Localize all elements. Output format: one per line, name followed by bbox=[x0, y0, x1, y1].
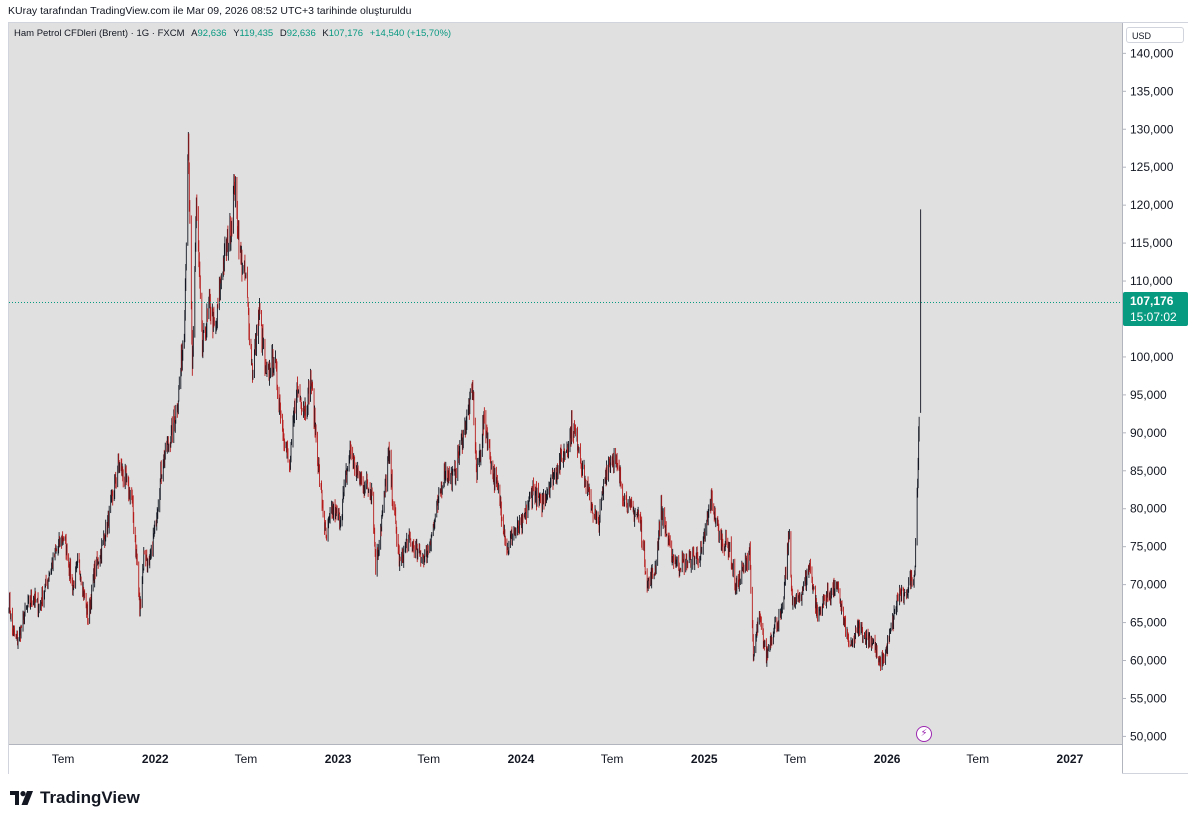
brand-name: TradingView bbox=[40, 788, 140, 807]
y-tick-label: 130,000 bbox=[1130, 122, 1174, 136]
price-axis[interactable] bbox=[1122, 23, 1188, 773]
y-tick-label: 85,000 bbox=[1130, 464, 1167, 478]
legend-low-value: 92,636 bbox=[286, 28, 316, 39]
y-tick-label: 70,000 bbox=[1130, 578, 1167, 592]
x-tick-label: Tem bbox=[601, 752, 624, 766]
last-price-label: 107,176 15:07:02 bbox=[1123, 292, 1188, 327]
x-tick-label: Tem bbox=[417, 752, 440, 766]
x-tick-label: Tem bbox=[235, 752, 258, 766]
legend-open-label: A bbox=[191, 28, 198, 39]
legend-close-label: K bbox=[322, 28, 329, 39]
x-tick-label: 2026 bbox=[874, 752, 901, 766]
tradingview-logo[interactable]: TradingView bbox=[10, 788, 140, 808]
legend-high-label: Y bbox=[233, 28, 240, 39]
y-tick-label: 115,000 bbox=[1130, 236, 1173, 250]
y-tick-label: 110,000 bbox=[1130, 274, 1173, 288]
time-axis[interactable] bbox=[9, 744, 1122, 774]
y-tick-label: 140,000 bbox=[1130, 46, 1174, 60]
chart-legend: Ham Petrol CFDleri (Brent) · 1G · FXCM A… bbox=[14, 28, 451, 39]
y-tick-label: 90,000 bbox=[1130, 426, 1167, 440]
legend-low-label: D bbox=[279, 28, 287, 39]
x-tick-label: Tem bbox=[784, 752, 807, 766]
y-tick-label: 125,000 bbox=[1130, 160, 1174, 174]
x-tick-label: 2024 bbox=[508, 752, 535, 766]
x-tick-label: 2022 bbox=[142, 752, 169, 766]
y-tick-label: 120,000 bbox=[1130, 198, 1174, 212]
y-tick-label: 55,000 bbox=[1130, 691, 1167, 705]
legend-open-value: 92,636 bbox=[197, 28, 227, 39]
x-tick-label: Tem bbox=[52, 752, 75, 766]
x-tick-label: 2027 bbox=[1057, 752, 1084, 766]
candles-group bbox=[8, 131, 922, 672]
legend-close-value: 107,176 bbox=[328, 28, 364, 39]
legend-change: +14,540 (+15,70%) bbox=[369, 28, 452, 39]
y-tick-label: 60,000 bbox=[1130, 654, 1167, 668]
plot-area[interactable] bbox=[9, 23, 1122, 744]
y-tick-label: 75,000 bbox=[1130, 540, 1167, 554]
legend-symbol: Ham Petrol CFDleri (Brent) · 1G · FXCM bbox=[14, 28, 185, 39]
last-price-value: 107,176 bbox=[1130, 294, 1174, 309]
legend-high-value: 119,435 bbox=[239, 28, 274, 39]
y-tick-label: 100,000 bbox=[1130, 350, 1174, 364]
y-tick-label: 95,000 bbox=[1130, 388, 1167, 402]
currency-selector[interactable]: USD bbox=[1126, 27, 1184, 43]
x-tick-label: Tem bbox=[966, 752, 989, 766]
y-tick-label: 135,000 bbox=[1130, 84, 1174, 98]
x-tick-label: 2025 bbox=[691, 752, 718, 766]
y-tick-label: 65,000 bbox=[1130, 616, 1167, 630]
y-tick-label: 50,000 bbox=[1130, 729, 1167, 743]
y-tick-label: 80,000 bbox=[1130, 502, 1167, 516]
chart-caption: KUray tarafından TradingView.com ile Mar… bbox=[8, 5, 412, 17]
x-tick-label: 2023 bbox=[325, 752, 352, 766]
bar-countdown: 15:07:02 bbox=[1130, 310, 1177, 325]
lightning-icon[interactable]: ⚡ bbox=[916, 726, 932, 742]
tradingview-logo-icon bbox=[10, 791, 33, 805]
